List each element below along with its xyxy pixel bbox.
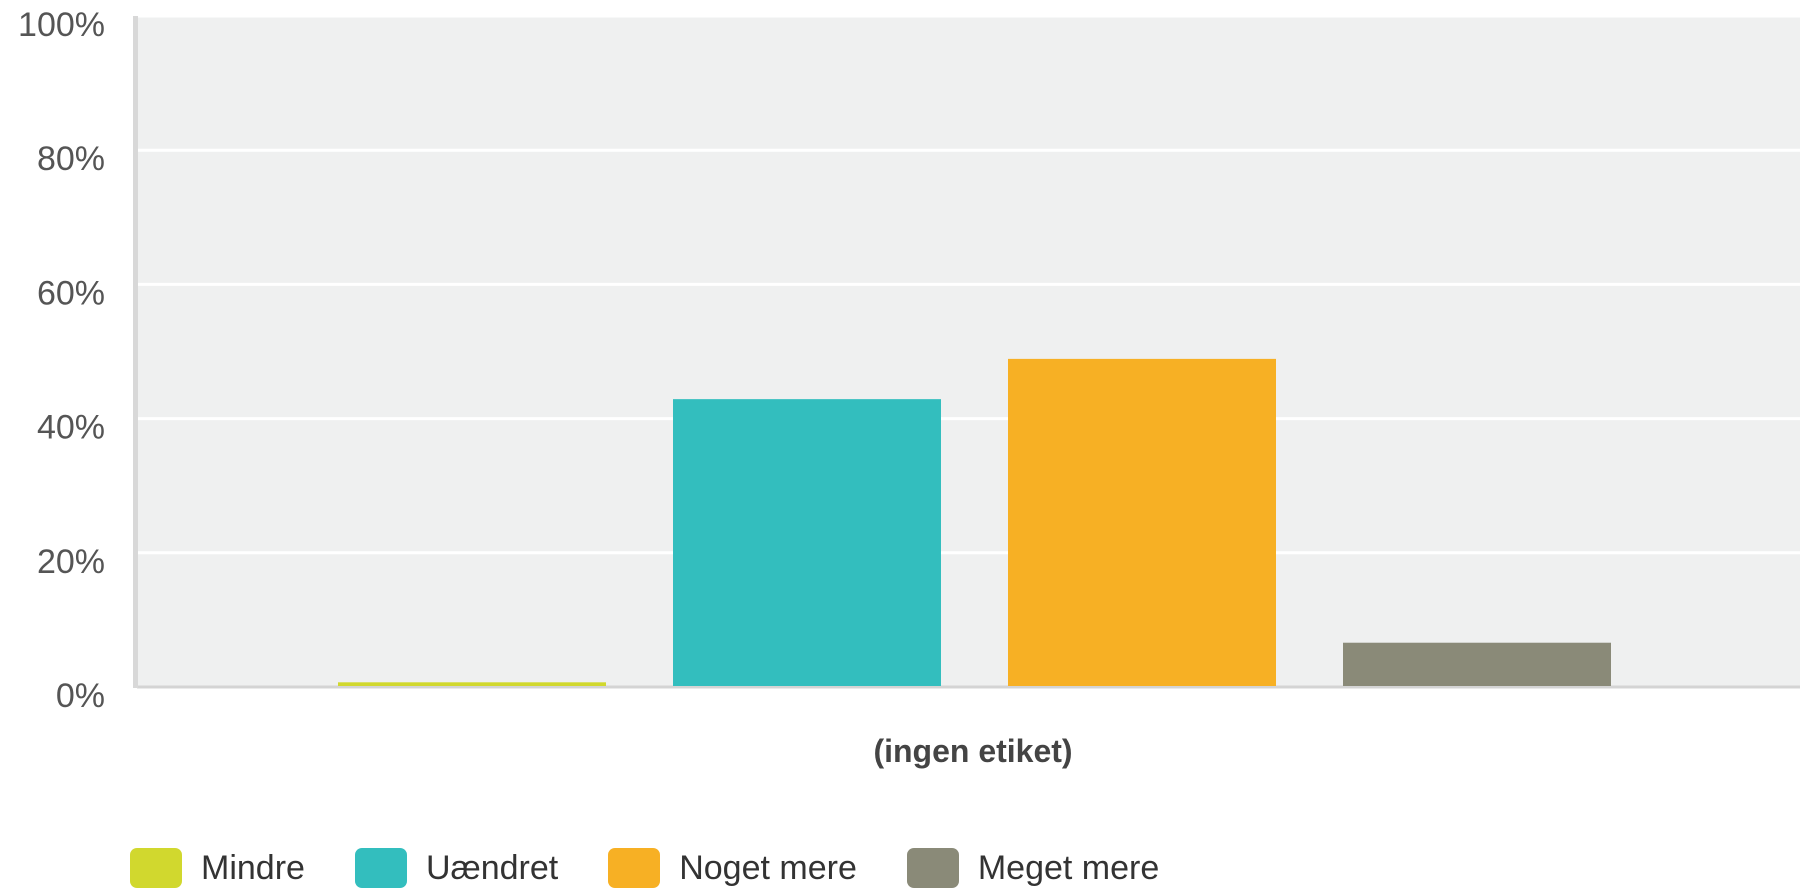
legend-item-noget-mere: Noget mere	[608, 848, 857, 888]
y-axis-line	[133, 16, 138, 688]
y-tick-label: 20%	[37, 543, 105, 581]
bar-uændret[interactable]	[673, 399, 941, 686]
legend-swatch	[130, 848, 182, 888]
legend-label: Meget mere	[977, 848, 1160, 887]
plot-area	[137, 16, 1800, 687]
legend-swatch	[608, 848, 661, 888]
legend-label: Mindre	[201, 848, 305, 887]
bars	[338, 358, 1611, 686]
legend-swatch	[906, 848, 959, 888]
legend-label: Uændret	[425, 848, 559, 887]
bar-mindre[interactable]	[338, 682, 606, 686]
legend-swatch	[354, 848, 407, 888]
gridlines	[137, 14, 1800, 689]
y-axis-ticks: 0% 20% 40% 60% 80% 100%	[18, 6, 105, 715]
x-axis-category-label: (ingen etiket)	[873, 733, 1072, 769]
y-tick-label: 80%	[37, 140, 105, 178]
legend-item-uaendret: Uændret	[354, 848, 559, 888]
bar-meget-mere[interactable]	[1343, 642, 1611, 686]
legend-label: Noget mere	[679, 848, 857, 887]
y-tick-label: 100%	[18, 6, 105, 44]
y-tick-label: 0%	[56, 677, 105, 715]
legend-item-meget-mere: Meget mere	[906, 848, 1160, 888]
legend: Mindre Uændret Noget mere Meget mere	[130, 848, 1209, 888]
y-tick-label: 40%	[37, 409, 105, 447]
legend-item-mindre: Mindre	[130, 848, 305, 888]
bar-noget-mere[interactable]	[1008, 358, 1276, 686]
y-tick-label: 60%	[37, 274, 105, 312]
